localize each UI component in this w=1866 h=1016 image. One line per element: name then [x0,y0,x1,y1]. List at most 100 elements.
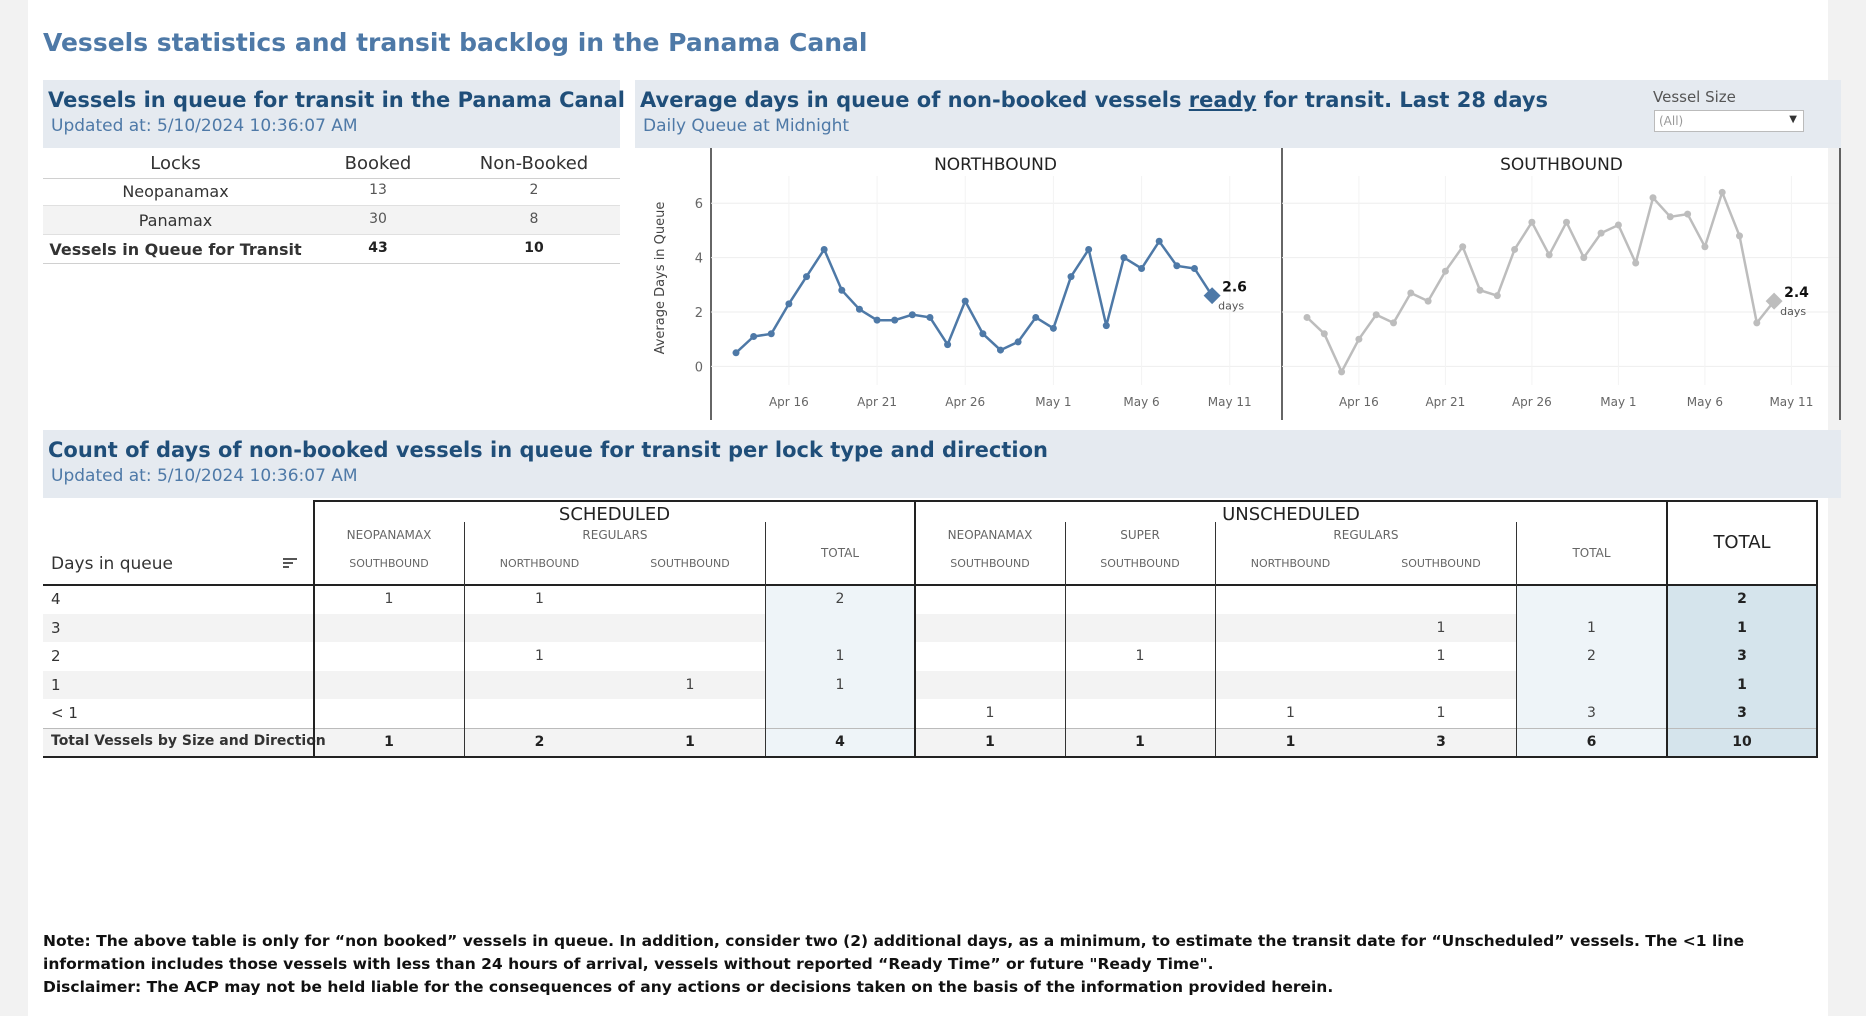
data-point [1684,210,1692,218]
data-point [979,330,987,338]
panel-title-southbound: SOUTHBOUND [1500,155,1623,175]
notes-section: Note: The above table is only for “non b… [43,930,1823,999]
table-top-border [314,500,1817,502]
panel-title-northbound: NORTHBOUND [934,155,1057,175]
note-text: Note: The above table is only for “non b… [43,932,1745,973]
locks-table-header: Locks Booked Non-Booked [43,150,620,179]
avg-title-text: Average days in queue of non-booked vess… [640,88,1189,112]
x-tick-label: May 11 [1208,395,1252,409]
data-point [944,341,952,349]
x-tick-label: May 6 [1123,395,1159,409]
dashboard-page: Vessels statistics and transit backlog i… [28,0,1841,1016]
data-point [1649,194,1657,202]
data-point [1493,292,1501,300]
x-tick-label: May 11 [1769,395,1813,409]
table-cell: 1 [1436,619,1446,636]
data-point [891,316,899,324]
data-point [1355,335,1363,343]
row-label: 1 [51,675,61,694]
total-col-shade [1516,585,1667,756]
data-point [1338,368,1346,376]
col-header-total: TOTAL [1572,546,1611,560]
avg-days-line-chart: Average Days in Queue 0 2 4 6 NORTHBOUND Apr 1… [653,148,1841,420]
data-point [1528,218,1536,226]
data-point [1303,313,1311,321]
booked-count: 30 [369,211,387,227]
table-cell: 1 [685,733,695,750]
data-point [1666,213,1674,221]
total-row-divider [43,727,1817,729]
row-label: 2 [51,647,61,665]
avg-panel-title: Average days in queue of non-booked vess… [640,88,1548,112]
lock-name: Panamax [138,211,213,230]
data-point [1753,319,1761,327]
nonbooked-col-header: Non-Booked [479,153,589,174]
nonbooked-count: 2 [529,182,539,198]
table-cell: 1 [985,733,995,750]
count-panel-title: Count of days of non-booked vessels in q… [48,438,1048,462]
col-header-direction: SOUTHBOUND [349,557,429,570]
booked-count: 13 [369,182,387,198]
x-tick-label: May 1 [1600,395,1636,409]
sort-icon-bar [283,566,289,568]
lock-name: Neopanamax [122,182,229,201]
data-point [1614,221,1622,229]
table-cell: 1 [685,676,695,693]
unit-label: days [1780,305,1806,318]
data-point [1372,311,1380,319]
table-cell: 3 [1587,705,1596,721]
table-cell: 1 [535,648,544,664]
data-point [1014,338,1022,346]
ready-link[interactable]: ready [1188,88,1257,112]
data-point [1407,289,1415,297]
col-header-direction: NORTHBOUND [499,557,580,570]
x-tick-label: Apr 16 [1339,395,1379,409]
table-bottom-border [43,756,1817,758]
data-point [1102,322,1110,330]
count-table: SCHEDULED UNSCHEDULED TOTAL NEOPANAMAX SOUTH… [43,500,1818,758]
data-point [1580,254,1588,262]
disclaimer-text: Disclaimer: The ACP may not be held liab… [43,978,1334,996]
data-point [838,286,846,294]
header-divider [43,584,1817,586]
x-tick-label: Apr 21 [1425,395,1465,409]
vessel-size-dropdown[interactable]: (All) ▼ [1654,110,1804,132]
last-value-label: 2.6 [1222,280,1247,296]
col-header-type: REGULARS [1333,528,1399,542]
data-point [997,346,1004,354]
column-divider [464,522,465,756]
table-cell: 1 [1587,619,1596,636]
data-point [1545,251,1553,259]
table-cell: 3 [1737,705,1747,721]
row-label: Total Vessels by Size and Direction [51,732,326,749]
table-cell: 1 [985,705,995,721]
table-cell: 3 [1737,648,1747,664]
vessel-size-label: Vessel Size [1653,88,1736,106]
total-col-shade [765,585,915,756]
sort-icon[interactable] [283,556,297,570]
column-divider [765,522,766,756]
col-header-direction: SOUTHBOUND [950,557,1030,570]
table-cell: 1 [384,591,394,607]
data-point [750,332,758,340]
table-cell: 1 [384,733,394,750]
table-cell: 1 [1135,648,1145,664]
table-cell: 1 [1135,733,1145,750]
data-point [1441,267,1449,275]
data-point [803,273,811,281]
col-header-direction: SOUTHBOUND [650,557,730,570]
data-point [1155,237,1163,245]
table-cell: 1 [1286,705,1295,721]
col-header-direction: SOUTHBOUND [1100,557,1180,570]
data-point [1032,313,1040,321]
table-cell: 2 [1587,648,1596,664]
x-tick-label: Apr 16 [769,395,809,409]
data-point [785,300,793,308]
data-point [926,313,934,321]
table-cell: 10 [1732,733,1752,750]
row-label: 3 [51,618,61,637]
x-tick-label: Apr 21 [857,395,897,409]
data-point [1120,254,1128,262]
data-point [873,316,881,324]
table-cell: 1 [1737,676,1747,693]
